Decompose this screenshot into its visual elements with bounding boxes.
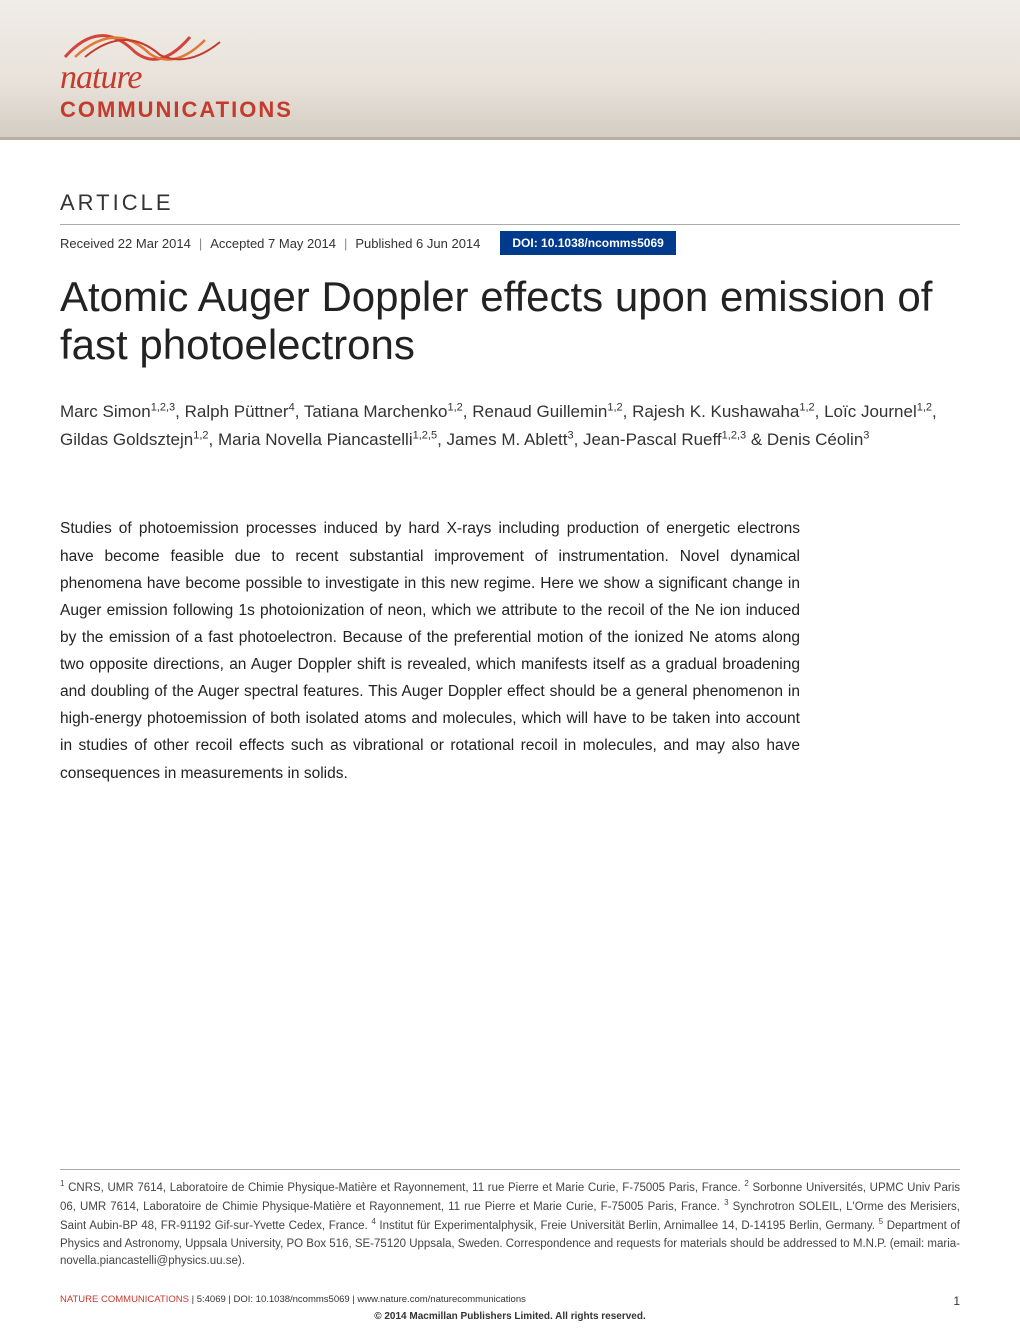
page-footer: NATURE COMMUNICATIONS | 5:4069 | DOI: 10… [60,1294,960,1322]
citation-journal: NATURE COMMUNICATIONS [60,1294,189,1305]
citation-details: | 5:4069 | DOI: 10.1038/ncomms5069 | www… [189,1294,526,1305]
page-number: 1 [953,1294,960,1308]
logo-text-communications: COMMUNICATIONS [60,97,293,123]
article-dates-row: Received 22 Mar 2014 | Accepted 7 May 20… [60,224,960,255]
doi-badge[interactable]: DOI: 10.1038/ncomms5069 [500,231,675,255]
date-separator: | [344,236,347,251]
accepted-date: Accepted 7 May 2014 [210,236,336,251]
article-title: Atomic Auger Doppler effects upon emissi… [60,273,960,370]
received-date: Received 22 Mar 2014 [60,236,191,251]
swoosh-icon [60,12,260,62]
journal-header: nature COMMUNICATIONS [0,0,1020,140]
copyright-line: © 2014 Macmillan Publishers Limited. All… [60,1311,960,1322]
date-separator: | [199,236,202,251]
logo-text-nature: nature [60,59,293,97]
abstract-text: Studies of photoemission processes induc… [60,515,800,786]
citation-line: NATURE COMMUNICATIONS | 5:4069 | DOI: 10… [60,1294,960,1305]
article-type-label: ARTICLE [60,190,960,216]
authors-list: Marc Simon1,2,3, Ralph Püttner4, Tatiana… [60,398,960,456]
affiliations-block: 1 CNRS, UMR 7614, Laboratoire de Chimie … [60,1169,960,1270]
journal-logo: nature COMMUNICATIONS [60,12,293,123]
article-content: ARTICLE Received 22 Mar 2014 | Accepted … [0,140,1020,787]
published-date: Published 6 Jun 2014 [355,236,480,251]
dates-text: Received 22 Mar 2014 | Accepted 7 May 20… [60,236,480,251]
